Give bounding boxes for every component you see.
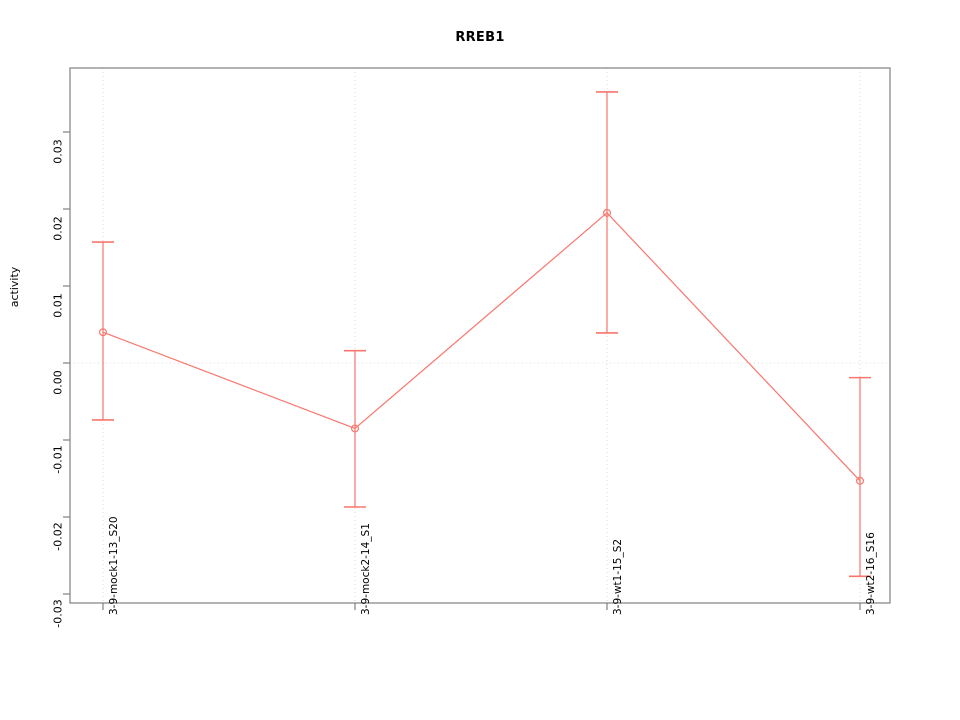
y-tick-label: 0.01	[51, 293, 65, 318]
gridlines-group	[70, 68, 890, 603]
y-tick-label: -0.01	[51, 445, 65, 474]
data-point-marker	[351, 424, 360, 433]
x-tick-label: 3-9-mock1-13_S20	[108, 516, 120, 615]
chart-title: RREB1	[455, 30, 505, 45]
y-tick-marks	[63, 131, 70, 595]
plot-border	[69, 67, 891, 604]
data-point-marker	[602, 208, 611, 217]
y-tick-label: 0.00	[51, 370, 65, 395]
x-tick-label: 3-9-mock2-14_S1	[360, 523, 372, 615]
data-series-group	[92, 91, 871, 578]
y-tick-label: -0.02	[51, 522, 65, 551]
x-tick-label: 3-9-wt2-16_S16	[865, 532, 877, 615]
data-point-marker	[98, 328, 107, 337]
y-tick-label: 0.03	[51, 139, 65, 164]
series-line	[102, 212, 861, 482]
y-tick-label: 0.02	[51, 216, 65, 241]
x-tick-label: 3-9-wt1-15_S2	[612, 538, 624, 615]
y-tick-label: -0.03	[51, 599, 65, 628]
data-point-marker	[855, 476, 864, 485]
axis-box	[69, 67, 891, 604]
x-tick-marks	[102, 603, 861, 610]
